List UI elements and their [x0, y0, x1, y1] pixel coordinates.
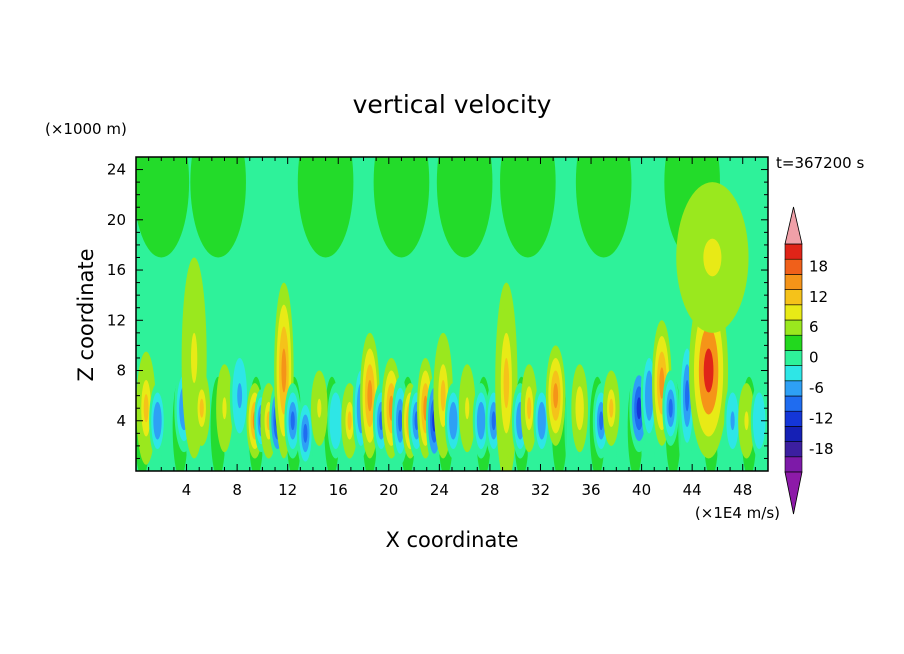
convective-cell	[143, 394, 149, 423]
colorbar-under-triangle	[784, 471, 803, 515]
colorbar-label: -6	[809, 379, 824, 397]
colorbar-label: -18	[809, 440, 834, 458]
convective-cell	[668, 398, 673, 418]
convective-cell	[303, 423, 308, 443]
convective-cell	[199, 398, 204, 418]
convective-cell	[599, 411, 604, 431]
y-axis-ticks: 4 8 12 16 20 24	[107, 161, 768, 459]
convective-cell	[367, 379, 373, 412]
convective-cell	[478, 411, 484, 431]
colorbar: 18 12 6 0 -6 -12 -18	[784, 206, 834, 515]
y-tick-label: 4	[116, 412, 126, 430]
x-tick-label: 40	[632, 481, 651, 499]
convective-cell	[317, 398, 322, 418]
convective-cell	[744, 411, 749, 431]
convective-cell	[347, 411, 352, 431]
convective-cell	[465, 397, 470, 420]
convective-cell	[155, 411, 160, 431]
colorbar-bin	[784, 365, 803, 382]
field-band	[297, 157, 354, 258]
colorbar-bin	[784, 441, 803, 458]
y-tick-label: 12	[107, 311, 126, 329]
x-tick-label: 16	[329, 481, 348, 499]
x-axis-title: X coordinate	[385, 528, 518, 552]
colorbar-bin	[784, 304, 803, 321]
x-tick-label: 28	[480, 481, 499, 499]
field-band	[500, 157, 556, 258]
colorbar-bin	[784, 426, 803, 442]
colorbar-bin	[784, 319, 803, 336]
x-tick-label: 44	[683, 481, 702, 499]
colorbar-bin	[784, 380, 803, 397]
convective-cell	[491, 411, 496, 431]
convective-cell	[553, 383, 559, 409]
colorbar-bin	[784, 410, 803, 427]
colorbar-label: 12	[809, 288, 828, 306]
colorbar-bin	[784, 289, 803, 306]
colorbar-bin	[784, 350, 803, 366]
convective-cell	[609, 398, 614, 418]
colorbar-over-triangle	[784, 206, 803, 245]
x-tick-label: 24	[430, 481, 449, 499]
chart-title: vertical velocity	[353, 90, 552, 119]
convective-cell	[333, 411, 338, 431]
convective-cell	[659, 367, 665, 399]
convective-cell	[451, 411, 456, 431]
colorbar-bin	[784, 334, 803, 351]
convective-cell	[636, 397, 642, 420]
field-band	[436, 157, 493, 258]
convective-cell	[281, 348, 287, 393]
time-label: t=367200 s	[776, 154, 864, 172]
convective-cell	[503, 357, 510, 409]
convective-cell	[577, 397, 582, 420]
field-band	[190, 157, 246, 258]
convective-cell	[757, 411, 762, 431]
convective-cell	[191, 332, 198, 384]
x-tick-label: 8	[232, 481, 242, 499]
colorbar-bin	[784, 243, 803, 260]
field-band	[136, 157, 190, 258]
x-axis-ticks: 4 8 12 16 20 24 28 32 36 40 44 48	[148, 157, 756, 499]
colorbar-bin	[784, 258, 803, 275]
colorbar-bin	[784, 274, 803, 290]
x-tick-label: 20	[379, 481, 398, 499]
y-tick-label: 24	[107, 161, 126, 179]
colorbar-bin	[784, 395, 803, 412]
colorbar-label: -12	[809, 409, 834, 427]
y-tick-label: 8	[116, 362, 126, 380]
y-axis-title: Z coordinate	[74, 248, 98, 381]
convective-cell	[730, 411, 735, 431]
convective-cell	[527, 397, 532, 420]
y-tick-label: 16	[107, 261, 126, 279]
colorbar-label: 18	[809, 257, 828, 275]
convective-cell	[440, 379, 446, 412]
colorbar-bin	[784, 456, 803, 473]
x-tick-label: 12	[278, 481, 297, 499]
field-band	[575, 157, 632, 258]
convective-cell	[222, 397, 227, 420]
convective-cell	[290, 411, 295, 431]
y-unit-label: (×1000 m)	[45, 120, 127, 138]
field-band	[373, 157, 430, 258]
convective-cell	[703, 238, 722, 277]
convective-cell	[647, 383, 652, 409]
convective-cell	[398, 409, 403, 432]
x-tick-label: 4	[182, 481, 192, 499]
convective-cell	[539, 411, 544, 431]
x-tick-label: 36	[581, 481, 600, 499]
plot-area	[135, 156, 769, 472]
convective-cell	[237, 383, 243, 409]
x-unit-label: (×1E4 m/s)	[695, 504, 780, 522]
convective-cell	[703, 348, 714, 393]
y-tick-label: 20	[107, 211, 126, 229]
colorbar-label: 0	[809, 349, 819, 367]
colorbar-label: 6	[809, 318, 819, 336]
x-tick-label: 48	[733, 481, 752, 499]
convective-cell	[685, 379, 690, 412]
x-tick-label: 32	[531, 481, 550, 499]
